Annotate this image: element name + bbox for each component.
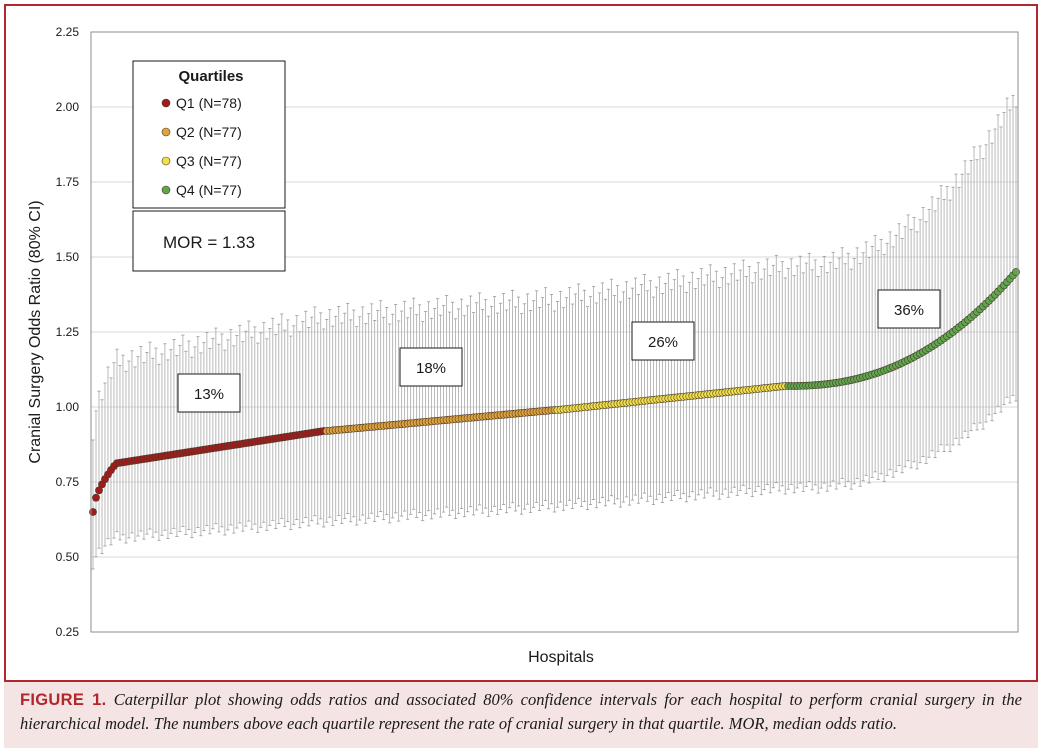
hospital-point [1012, 268, 1020, 276]
rate-label-box [877, 289, 941, 329]
mor-label: MOR = 1.33 [163, 233, 255, 252]
caterpillar-chart: 0.25 0.50 0.75 1.00 1.25 1.50 1.75 2.00 2.25 Cra… [27, 25, 1020, 666]
rate-label-box [399, 347, 463, 387]
y-tick-label: 1.75 [56, 175, 80, 189]
y-tick-label: 0.50 [56, 550, 80, 564]
figure-caption: FIGURE 1. Caterpillar plot showing odds … [4, 680, 1038, 748]
legend-label: Q3 (N=77) [176, 153, 242, 169]
y-tick-label: 1.25 [56, 325, 80, 339]
hospital-point [92, 493, 100, 502]
rate-label: 18% [416, 360, 446, 377]
x-axis-label: Hospitals [528, 649, 594, 666]
caption-label: FIGURE 1. [20, 691, 107, 709]
legend-label: Q4 (N=77) [176, 182, 242, 198]
rate-label: 26% [648, 334, 678, 351]
y-tick-label: 1.50 [56, 250, 80, 264]
legend: Quartiles Q1 (N=78) Q2 (N=77) Q3 (N=77) Q4 … [132, 60, 286, 209]
legend-label: Q1 (N=78) [176, 95, 242, 111]
mor-box: MOR = 1.33 [132, 210, 286, 272]
y-tick-label: 2.00 [56, 100, 80, 114]
rate-label-box [177, 373, 241, 413]
y-axis-label: Cranial Surgery Odds Ratio (80% CI) [27, 200, 44, 463]
plot-area-border [90, 31, 1019, 633]
y-tick-label: 0.75 [56, 475, 80, 489]
rate-label: 13% [194, 386, 224, 403]
y-tick-label: 2.25 [56, 25, 80, 39]
rate-label-box [631, 321, 695, 361]
caption-text: Caterpillar plot showing odds ratios and… [20, 690, 1022, 733]
hospital-point [89, 508, 97, 516]
legend-entries: Q1 (N=78) Q2 (N=77) Q3 (N=77) Q4 (N=77) [161, 95, 242, 198]
legend-label: Q2 (N=77) [176, 124, 242, 140]
quartile-rate-labels: 13% 18% 26% 36% [177, 289, 941, 413]
legend-box [132, 60, 286, 209]
legend-marker [161, 156, 171, 166]
mor-box-frame [132, 210, 286, 272]
rate-label: 36% [894, 302, 924, 319]
y-tick-label: 0.25 [56, 625, 80, 639]
legend-marker [161, 98, 171, 108]
legend-marker [161, 127, 171, 137]
legend-marker [161, 185, 171, 195]
y-tick-labels: 0.25 0.50 0.75 1.00 1.25 1.50 1.75 2.00 2.25 [56, 25, 80, 639]
legend-title: Quartiles [178, 68, 243, 85]
y-tick-label: 1.00 [56, 400, 80, 414]
data-points [89, 268, 1020, 516]
